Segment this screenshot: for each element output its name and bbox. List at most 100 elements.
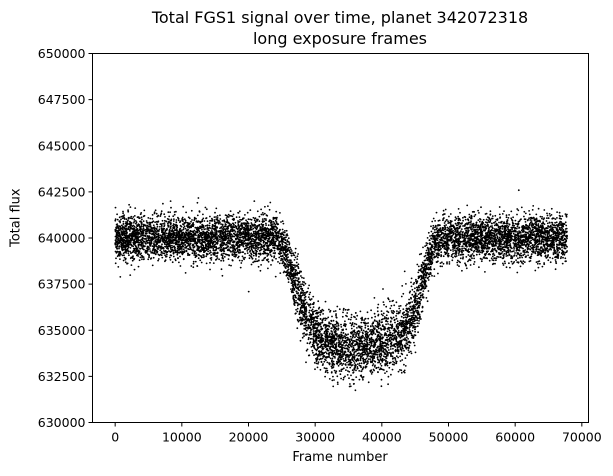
data-point	[242, 245, 245, 248]
data-point	[270, 264, 272, 266]
data-point	[282, 231, 285, 234]
data-point	[445, 219, 448, 221]
data-point	[261, 218, 264, 221]
data-point	[529, 221, 532, 224]
data-point	[174, 251, 177, 254]
data-point	[382, 312, 385, 315]
data-point	[282, 222, 285, 225]
data-point	[425, 263, 427, 265]
data-point	[345, 328, 348, 331]
data-point	[295, 308, 297, 311]
data-point	[191, 219, 193, 221]
data-point	[432, 227, 434, 229]
data-point	[307, 336, 310, 339]
data-point	[369, 345, 372, 348]
data-point	[123, 254, 125, 257]
data-point	[392, 299, 394, 302]
data-point	[367, 317, 370, 320]
data-point	[119, 276, 122, 278]
data-point	[414, 330, 416, 333]
data-point	[482, 218, 485, 221]
data-point	[306, 315, 308, 318]
data-point	[385, 323, 387, 326]
data-point	[133, 268, 136, 271]
data-point	[552, 252, 555, 254]
data-point	[467, 229, 470, 232]
data-point	[252, 216, 255, 219]
data-point	[311, 308, 314, 311]
data-point	[332, 360, 335, 363]
data-point	[543, 244, 546, 247]
data-point	[374, 364, 376, 367]
data-point	[159, 249, 162, 252]
data-point	[427, 231, 430, 234]
data-point	[151, 264, 154, 267]
data-point	[478, 249, 481, 252]
data-point	[207, 250, 210, 253]
data-point	[118, 247, 120, 250]
data-point	[390, 310, 393, 312]
data-point	[254, 236, 257, 239]
data-point	[273, 249, 276, 252]
data-point	[411, 288, 414, 291]
data-point	[199, 259, 202, 262]
data-point	[516, 213, 518, 216]
data-point	[508, 262, 510, 265]
data-point	[513, 250, 515, 252]
data-point	[237, 220, 239, 222]
data-point	[552, 253, 555, 256]
data-point	[395, 301, 398, 304]
data-point	[374, 360, 377, 363]
data-point	[383, 317, 386, 320]
data-point	[152, 256, 155, 259]
data-point	[143, 248, 145, 251]
data-point	[316, 358, 319, 361]
data-point	[520, 206, 523, 209]
data-point	[382, 288, 384, 290]
data-point	[383, 303, 385, 306]
data-point	[358, 331, 361, 333]
data-point	[235, 225, 238, 228]
data-point	[497, 232, 499, 235]
data-point	[377, 366, 380, 369]
data-point	[282, 260, 285, 263]
data-point	[294, 251, 297, 254]
data-point	[420, 298, 422, 301]
data-point	[432, 224, 435, 227]
data-point	[294, 276, 296, 279]
data-point	[475, 253, 478, 256]
data-point	[545, 220, 548, 222]
data-point	[515, 227, 518, 230]
data-point	[397, 370, 400, 373]
data-point	[353, 325, 355, 328]
data-point	[430, 230, 433, 233]
data-point	[312, 330, 315, 332]
data-point	[553, 226, 555, 229]
data-point	[378, 332, 381, 334]
data-point	[216, 255, 219, 257]
data-point	[446, 262, 448, 265]
data-point	[342, 378, 345, 381]
data-point	[268, 243, 271, 246]
data-point	[547, 259, 550, 262]
data-point	[233, 253, 236, 256]
data-point	[501, 228, 504, 230]
data-point	[121, 254, 124, 257]
data-point	[139, 230, 142, 233]
data-point	[296, 310, 299, 313]
data-point	[362, 378, 364, 381]
data-point	[418, 284, 420, 287]
data-point	[394, 321, 396, 324]
data-point	[350, 316, 353, 319]
data-point	[124, 261, 127, 264]
data-point	[135, 226, 138, 229]
data-point	[220, 268, 223, 271]
data-point	[392, 347, 394, 350]
data-point	[514, 219, 517, 222]
data-point	[359, 310, 362, 313]
data-point	[407, 349, 410, 351]
data-point	[195, 252, 198, 255]
data-point	[452, 252, 454, 255]
data-point	[304, 318, 307, 321]
